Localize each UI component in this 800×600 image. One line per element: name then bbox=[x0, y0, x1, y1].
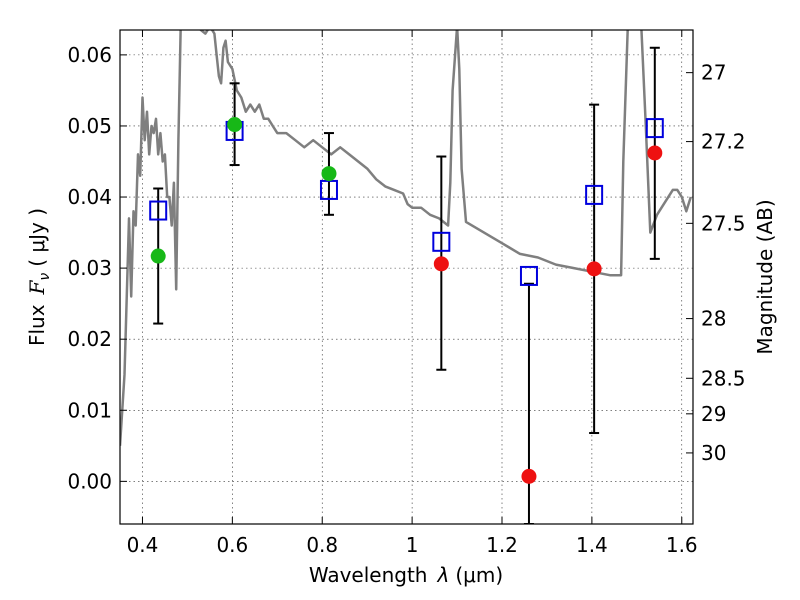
y-tick-label: 0.06 bbox=[67, 43, 112, 67]
right-tick-label: 27 bbox=[701, 61, 726, 85]
plot-frame bbox=[119, 29, 694, 525]
x-tick-label: 0.6 bbox=[216, 533, 248, 557]
right-tick-label: 30 bbox=[701, 441, 726, 465]
x-axis-title: Wavelength λ (μm) bbox=[309, 563, 503, 587]
y-tick-label: 0.03 bbox=[67, 256, 112, 280]
right-tick-label: 28.5 bbox=[701, 366, 746, 390]
right-tick-label: 27.2 bbox=[701, 130, 746, 154]
y-tick-label: 0.02 bbox=[67, 327, 112, 351]
axis-ticks: 0.4 0.6 0.8 1 1.2 1.4 1.6 0.00 0.01 0.02 0.03 0.04 0… bbox=[67, 30, 746, 557]
grid bbox=[120, 30, 693, 524]
model-flux-square bbox=[519, 265, 538, 286]
y-tick-label: 0.05 bbox=[67, 114, 112, 138]
x-tick-label: 1.2 bbox=[486, 533, 518, 557]
detection-point-red bbox=[647, 145, 663, 161]
y-tick-label: 0.01 bbox=[67, 398, 112, 422]
model-flux-square bbox=[585, 184, 604, 205]
x-tick-label: 0.4 bbox=[127, 533, 159, 557]
detection-point-red bbox=[521, 468, 537, 484]
model-flux-square bbox=[645, 118, 664, 139]
model-flux-square bbox=[149, 200, 168, 221]
x-tick-label: 0.8 bbox=[306, 533, 338, 557]
y-tick-label: 0.00 bbox=[67, 469, 112, 493]
model-spectrum-line bbox=[120, 30, 692, 446]
x-tick-label: 1.4 bbox=[576, 533, 608, 557]
plot-area bbox=[120, 30, 692, 524]
detection-point-green bbox=[150, 248, 166, 264]
detection-point-green bbox=[227, 117, 243, 133]
detection-point-red bbox=[433, 256, 449, 272]
x-tick-label: 1 bbox=[406, 533, 419, 557]
y-axis-title: FluxFν( μJy ) bbox=[25, 208, 53, 346]
x-tick-label: 1.6 bbox=[666, 533, 698, 557]
right-tick-label: 27.5 bbox=[701, 211, 746, 235]
model-flux-square bbox=[432, 231, 451, 252]
right-tick-label: 28 bbox=[701, 307, 726, 331]
detection-point-red bbox=[586, 261, 602, 277]
right-axis-title: Magnitude (AB) bbox=[753, 199, 777, 354]
right-tick-label: 29 bbox=[701, 402, 726, 426]
y-tick-label: 0.04 bbox=[67, 185, 112, 209]
detection-point-green bbox=[321, 166, 337, 182]
